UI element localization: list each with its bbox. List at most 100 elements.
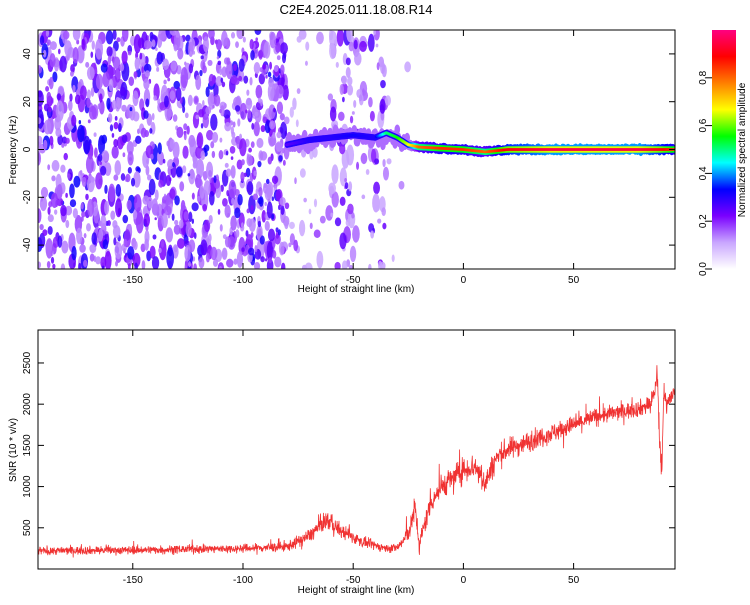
- noise-blob: [158, 217, 162, 225]
- noise-blob: [245, 97, 253, 110]
- noise-blob: [113, 121, 119, 130]
- noise-blob: [247, 109, 252, 119]
- noise-blob: [49, 135, 54, 146]
- noise-blob: [162, 58, 169, 70]
- noise-blob: [127, 50, 132, 56]
- noise-blob: [391, 254, 395, 262]
- noise-blob: [375, 205, 380, 212]
- noise-blob: [257, 97, 262, 104]
- noise-blob: [187, 94, 193, 107]
- noise-blob: [258, 73, 266, 85]
- noise-blob: [82, 135, 91, 154]
- noise-blob: [143, 63, 152, 74]
- noise-blob: [221, 81, 226, 88]
- noise-blob: [267, 82, 275, 102]
- noise-blob: [282, 159, 286, 166]
- noise-blob: [195, 114, 200, 120]
- noise-blob: [230, 165, 236, 179]
- noise-blob: [182, 165, 187, 174]
- noise-blob: [121, 30, 129, 42]
- noise-blob: [208, 214, 213, 224]
- noise-blob: [385, 95, 391, 106]
- colorbar-ticks: 0.0 0.2 0.4 0.6 0.8: [698, 70, 712, 276]
- noise-blob: [204, 219, 211, 233]
- noise-blob: [231, 131, 236, 139]
- noise-blob: [95, 172, 103, 190]
- noise-blob: [52, 71, 58, 83]
- noise-blob: [126, 141, 134, 155]
- noise-blob: [191, 202, 199, 212]
- noise-blob: [328, 182, 336, 195]
- noise-blob: [281, 262, 286, 269]
- noise-blob: [50, 256, 55, 264]
- noise-blob: [64, 154, 67, 161]
- noise-blob: [213, 94, 221, 107]
- noise-blob: [280, 42, 288, 55]
- noise-blob: [361, 194, 366, 200]
- noise-blob: [353, 99, 357, 108]
- noise-blob: [221, 247, 228, 260]
- noise-blob: [298, 219, 306, 237]
- noise-blob: [253, 121, 260, 137]
- noise-blob: [264, 258, 268, 262]
- noise-blob: [183, 211, 189, 221]
- noise-blob: [108, 183, 116, 203]
- noise-blob: [121, 134, 128, 143]
- noise-blob: [183, 123, 188, 131]
- noise-blob: [126, 199, 132, 211]
- noise-blob: [313, 198, 318, 208]
- noise-blob: [86, 175, 95, 193]
- noise-blob: [253, 262, 261, 269]
- noise-blob: [382, 222, 387, 230]
- noise-blob: [330, 212, 334, 217]
- noise-blob: [38, 135, 43, 146]
- noise-blob: [72, 208, 78, 219]
- noise-blob: [379, 98, 386, 114]
- noise-blob: [151, 39, 156, 48]
- noise-blob: [296, 36, 302, 43]
- noise-blob: [202, 113, 210, 129]
- noise-blob: [336, 30, 344, 47]
- noise-blob: [211, 131, 219, 143]
- noise-blob: [72, 30, 81, 41]
- noise-blob: [267, 71, 272, 78]
- noise-blob: [188, 211, 193, 223]
- noise-blob: [70, 64, 75, 73]
- noise-blob: [309, 222, 313, 230]
- noise-blob: [127, 151, 134, 166]
- noise-blob: [76, 39, 80, 45]
- noise-blob: [79, 244, 86, 253]
- noise-blob: [173, 224, 181, 235]
- noise-blob: [240, 171, 245, 182]
- noise-blob: [71, 114, 77, 127]
- snr-y-tick-label: 1000: [22, 475, 33, 498]
- noise-blob: [158, 30, 167, 41]
- noise-blob: [175, 86, 182, 102]
- noise-blob: [329, 106, 337, 122]
- noise-blob: [42, 229, 48, 236]
- noise-blob: [86, 97, 91, 108]
- noise-blob: [100, 214, 107, 230]
- noise-blob: [250, 141, 255, 148]
- noise-blob: [266, 241, 274, 261]
- noise-blob: [337, 111, 345, 122]
- noise-blob: [381, 64, 387, 78]
- noise-blob: [380, 79, 386, 89]
- noise-blob: [254, 244, 258, 253]
- noise-blob: [275, 227, 279, 233]
- noise-blob: [398, 180, 405, 190]
- noise-blob: [68, 99, 73, 112]
- noise-blob: [57, 134, 63, 146]
- noise-blob: [139, 52, 143, 60]
- noise-blob: [331, 164, 339, 184]
- noise-blob: [250, 50, 255, 61]
- noise-blob: [349, 245, 357, 263]
- noise-blob: [54, 209, 58, 215]
- noise-blob: [67, 173, 71, 180]
- noise-blob: [110, 210, 116, 221]
- noise-blob: [243, 172, 248, 177]
- noise-blob: [203, 180, 211, 196]
- noise-blob: [254, 30, 262, 36]
- snr-frame: [37, 329, 676, 570]
- noise-blob: [80, 216, 84, 222]
